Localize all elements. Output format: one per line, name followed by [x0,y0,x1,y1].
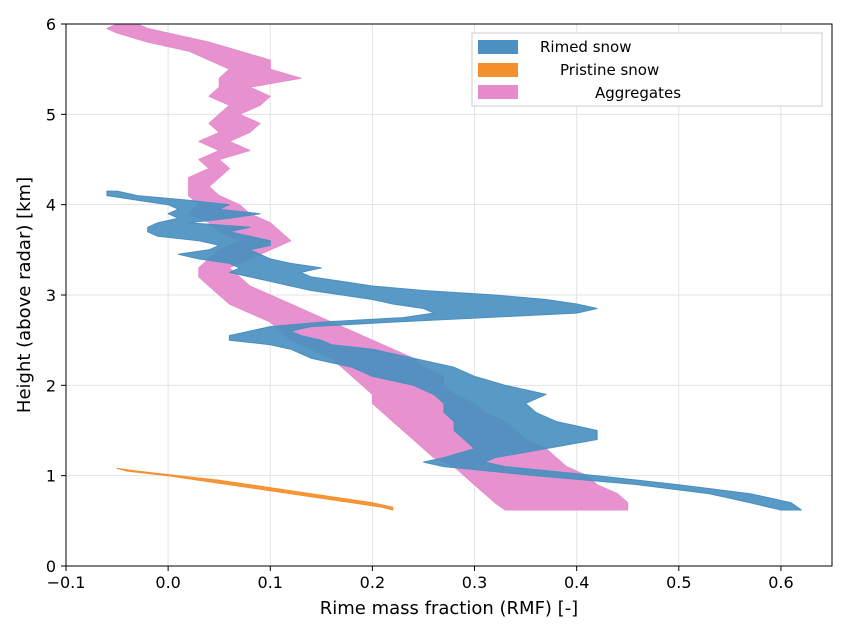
y-tick-label: 5 [46,105,56,124]
legend-swatch-rimed-snow [478,40,518,54]
y-axis-title: Height (above radar) [km] [14,177,35,413]
legend-swatch-pristine-snow [478,63,518,77]
series-area-rimed-snow [106,190,802,511]
series-area-pristine-snow [116,467,394,511]
x-tick-label: 0.0 [155,573,180,592]
legend-label-rimed-snow: Rimed snow [540,38,632,56]
y-axis-ticks: 0 1 2 3 4 5 6 [46,15,66,576]
x-tick-label: 0.2 [360,573,385,592]
x-axis-ticks: −0.1 0.0 0.1 0.2 0.3 0.4 0.5 0.6 [47,566,794,592]
y-tick-label: 0 [46,557,56,576]
y-tick-label: 4 [46,196,56,215]
x-axis-title: Rime mass fraction (RMF) [-] [320,598,578,619]
legend-box [471,32,823,107]
legend-label-pristine-snow: Pristine snow [560,61,659,79]
x-tick-label: 0.1 [258,573,283,592]
legend: Rimed snow Pristine snow Aggregates [471,32,823,107]
y-tick-label: 3 [46,286,56,305]
legend-label-aggregates: Aggregates [595,84,681,102]
x-tick-label: 0.4 [564,573,589,592]
x-tick-label: 0.6 [768,573,793,592]
y-tick-label: 1 [46,467,56,486]
legend-swatch-aggregates [478,85,518,99]
x-tick-label: 0.5 [666,573,691,592]
series-areas [106,23,802,511]
x-tick-label: −0.1 [47,573,86,592]
y-tick-label: 6 [46,15,56,34]
series-area-aggregates [106,23,629,511]
x-tick-label: 0.3 [462,573,487,592]
y-tick-label: 2 [46,376,56,395]
